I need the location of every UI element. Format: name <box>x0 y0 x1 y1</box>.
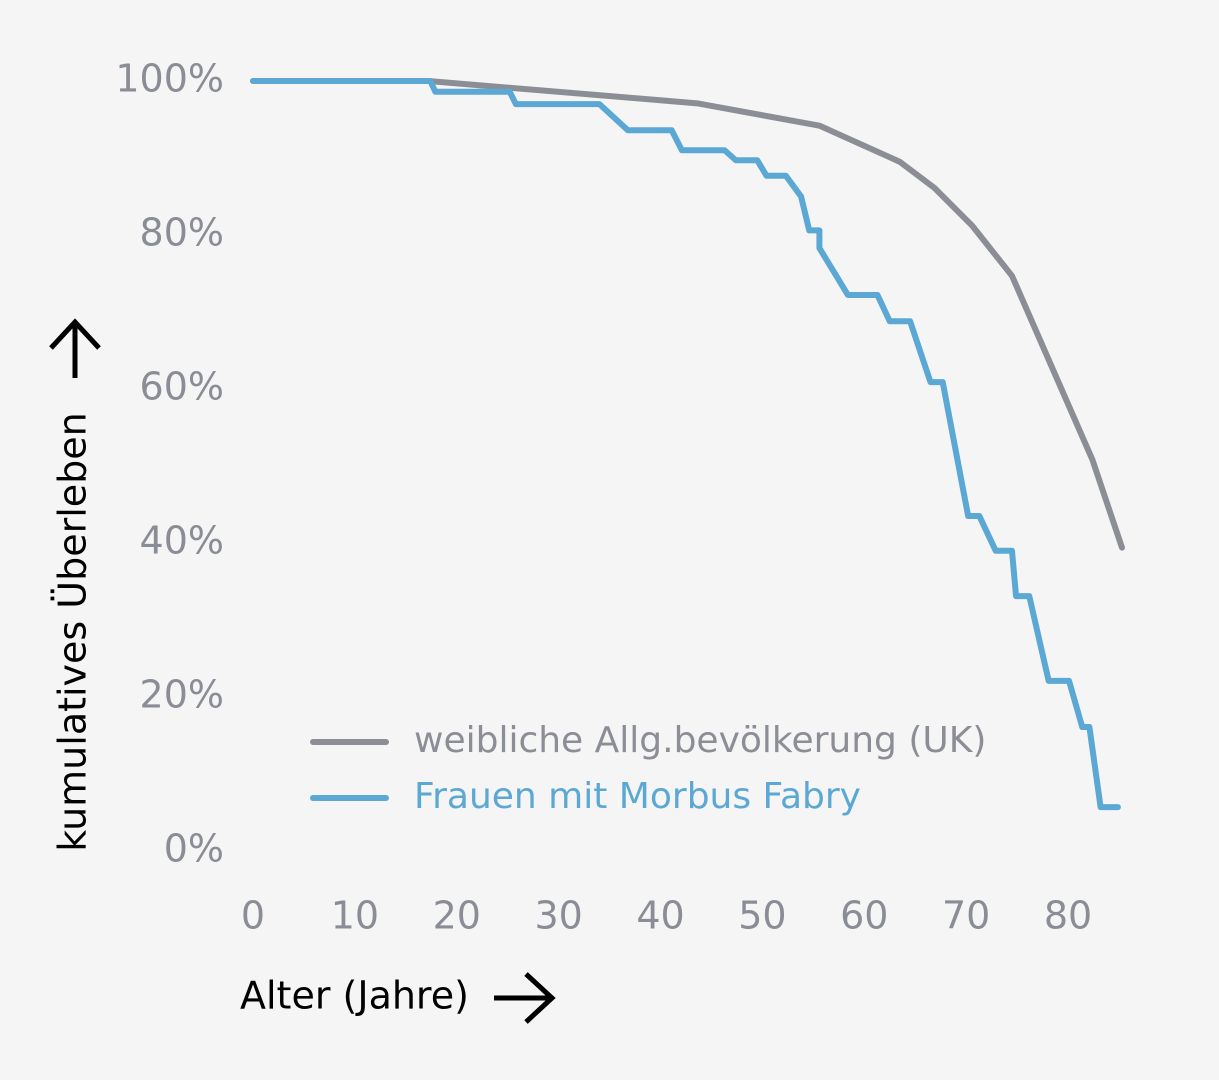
legend-label: weibliche Allg.bevölkerung (UK) <box>414 720 986 761</box>
x-tick-label: 70 <box>942 894 990 938</box>
x-tick-label: 50 <box>738 894 786 938</box>
x-tick-label: 40 <box>636 894 684 938</box>
y-tick-label: 60% <box>140 365 224 409</box>
x-tick-label: 10 <box>331 894 379 938</box>
series-line <box>250 78 1121 811</box>
x-axis-arrow <box>494 972 556 1024</box>
x-tick-label: 20 <box>433 894 481 938</box>
y-tick-label: 100% <box>115 57 224 101</box>
series-line <box>250 78 1125 551</box>
legend-label: Frauen mit Morbus Fabry <box>414 776 861 817</box>
y-tick-label: 0% <box>164 827 224 871</box>
x-tick-label: 60 <box>840 894 888 938</box>
y-tick-label: 80% <box>140 211 224 255</box>
x-tick-label: 30 <box>534 894 582 938</box>
x-axis-label: Alter (Jahre) <box>240 974 469 1018</box>
x-tick-label: 80 <box>1044 894 1092 938</box>
x-tick-label: 0 <box>241 894 265 938</box>
y-axis-label: kumulatives Überleben <box>51 412 95 852</box>
y-tick-label: 40% <box>140 519 224 563</box>
y-axis-arrow <box>49 318 101 378</box>
y-tick-label: 20% <box>140 673 224 717</box>
